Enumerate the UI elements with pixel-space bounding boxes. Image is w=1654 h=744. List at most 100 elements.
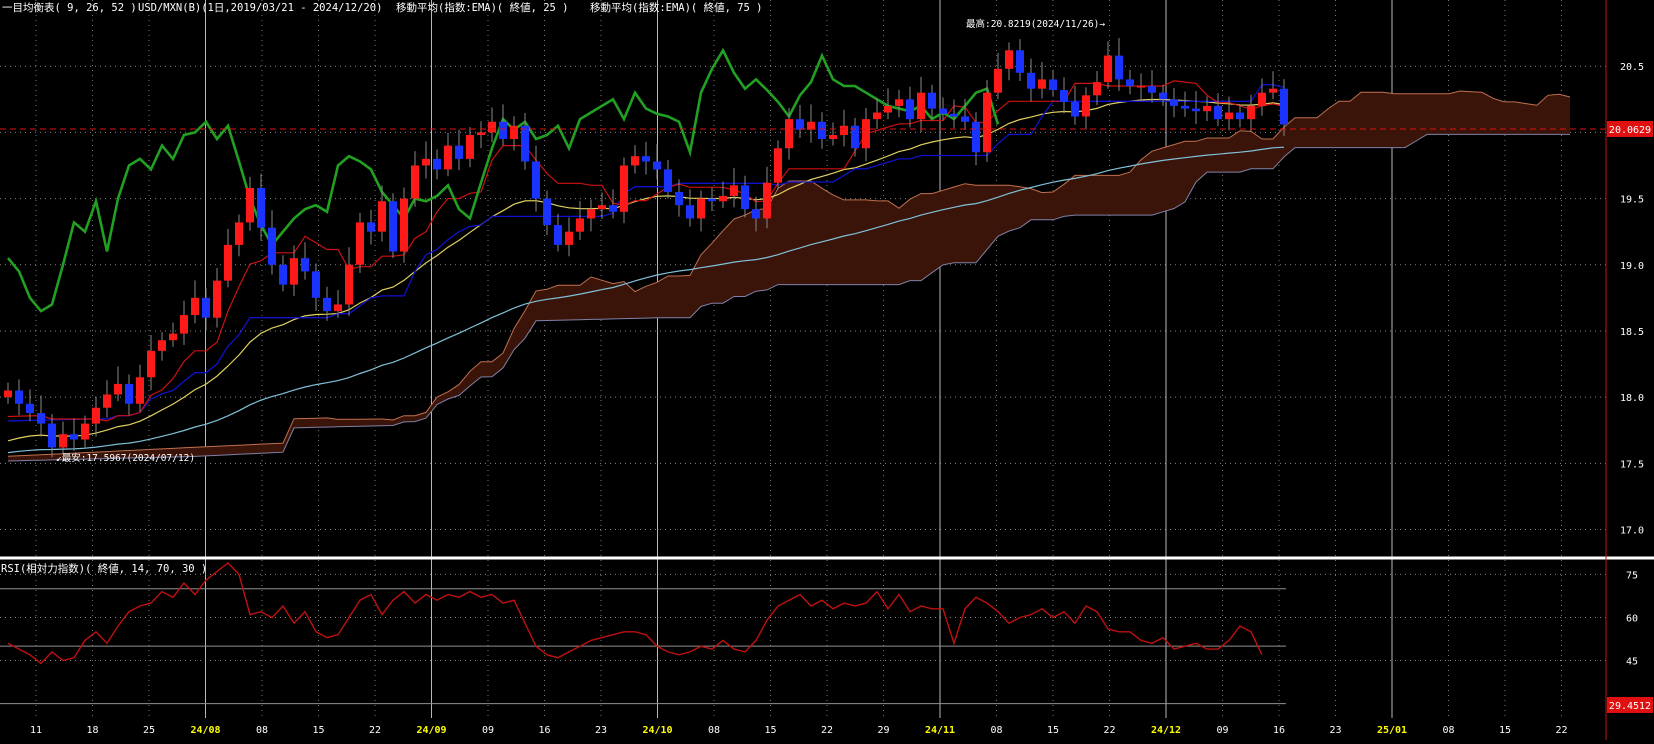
- rsi-title: RSI(相対力指数)( 終値, 14, 70, 30 ): [1, 562, 207, 575]
- date-tick-label: 08: [1442, 725, 1454, 736]
- candlesticks[interactable]: [4, 38, 1288, 458]
- candle-up: [587, 209, 595, 219]
- candle-down: [675, 191, 683, 206]
- candle-down: [686, 205, 694, 219]
- candle-down: [37, 413, 45, 424]
- candle-up: [114, 383, 122, 395]
- ema25-label: 移動平均(指数:EMA)( 終値, 25 ): [396, 1, 569, 14]
- candle-up: [213, 280, 221, 318]
- date-tick-label: 15: [1499, 725, 1511, 736]
- candle-down: [1071, 101, 1079, 117]
- candle-down: [268, 227, 276, 265]
- price-tick-label: 18.5: [1620, 327, 1644, 338]
- candle-up: [510, 125, 518, 139]
- candle-up: [895, 99, 903, 106]
- candle-down: [521, 125, 529, 162]
- ema75-line: [7, 146, 1285, 454]
- candle-down: [1060, 90, 1068, 102]
- price-tick-label: 17.0: [1620, 526, 1644, 537]
- candle-down: [1181, 105, 1189, 109]
- candle-down: [15, 390, 23, 404]
- candle-down: [653, 161, 661, 170]
- date-tick-label: 15: [764, 725, 776, 736]
- candle-up: [81, 423, 89, 440]
- rsi-line: [7, 561, 1263, 665]
- candle-down: [1159, 92, 1167, 100]
- candle-down: [367, 222, 375, 232]
- candle-up: [356, 222, 364, 265]
- candle-up: [147, 350, 155, 378]
- date-tick-label: 16: [1273, 725, 1285, 736]
- candle-up: [180, 315, 188, 334]
- date-tick-label: 24/10: [642, 725, 672, 736]
- candle-up: [1137, 86, 1145, 88]
- candle-up: [466, 135, 474, 159]
- candle-down: [279, 264, 287, 285]
- candle-up: [873, 112, 881, 120]
- candle-down: [961, 116, 969, 122]
- date-tick-label: 18: [86, 725, 98, 736]
- candle-up: [862, 119, 870, 149]
- candle-down: [26, 403, 34, 414]
- date-tick-label: 24/11: [925, 725, 955, 736]
- rsi-tick-label: 60: [1626, 613, 1638, 624]
- senkou-span-a: [7, 90, 1571, 457]
- candle-down: [741, 185, 749, 210]
- date-tick-label: 25/01: [1377, 725, 1407, 736]
- date-tick-label: 15: [312, 725, 324, 736]
- candle-up: [785, 119, 793, 149]
- candle-up: [774, 148, 782, 183]
- candle-up: [235, 222, 243, 245]
- date-tick-label: 08: [708, 725, 720, 736]
- candle-up: [246, 187, 254, 223]
- date-tick-label: 22: [1555, 725, 1567, 736]
- candle-up: [1247, 105, 1255, 120]
- candle-down: [499, 121, 507, 139]
- candle-up: [1203, 105, 1211, 112]
- candle-up: [444, 145, 452, 170]
- date-tick-label: 24/12: [1151, 725, 1181, 736]
- candle-down: [752, 209, 760, 219]
- date-tick-label: 09: [482, 725, 494, 736]
- date-tick-label: 25: [143, 725, 155, 736]
- candle-up: [1005, 50, 1013, 69]
- candle-down: [1148, 86, 1156, 93]
- rsi-current-box: [1607, 697, 1653, 713]
- tenkan-line: [7, 80, 1285, 422]
- candle-up: [4, 390, 12, 398]
- price-tick-label: 20.5: [1620, 62, 1644, 73]
- candle-up: [829, 135, 837, 139]
- candle-up: [1038, 79, 1046, 89]
- date-tick-label: 16: [538, 725, 550, 736]
- candle-down: [972, 121, 980, 153]
- date-tick-label: 09: [1216, 725, 1228, 736]
- candle-up: [169, 333, 177, 341]
- candle-down: [301, 258, 309, 272]
- date-tick-label: 23: [595, 725, 607, 736]
- candle-up: [620, 165, 628, 212]
- date-tick-label: 23: [1329, 725, 1341, 736]
- candle-down: [939, 108, 947, 114]
- candle-down: [70, 434, 78, 440]
- candle-up: [1269, 88, 1277, 93]
- candle-up: [103, 394, 111, 408]
- candle-up: [994, 68, 1002, 93]
- candle-up: [1093, 82, 1101, 96]
- ichimoku-cloud: [7, 90, 1571, 462]
- candle-up: [697, 198, 705, 219]
- candle-up: [191, 297, 199, 316]
- candle-up: [59, 434, 67, 448]
- kijun-line: [7, 84, 1285, 422]
- candle-up: [1225, 112, 1233, 120]
- rsi-panel[interactable]: 75 60 45: [0, 561, 1638, 705]
- candle-up: [400, 198, 408, 252]
- rsi-tick-label: 75: [1626, 570, 1638, 581]
- candle-up: [807, 121, 815, 130]
- candle-down: [389, 201, 397, 252]
- candle-up: [411, 165, 419, 199]
- candle-down: [1192, 108, 1200, 112]
- candle-up: [884, 105, 892, 113]
- candle-down: [1236, 112, 1244, 120]
- candle-up: [565, 231, 573, 245]
